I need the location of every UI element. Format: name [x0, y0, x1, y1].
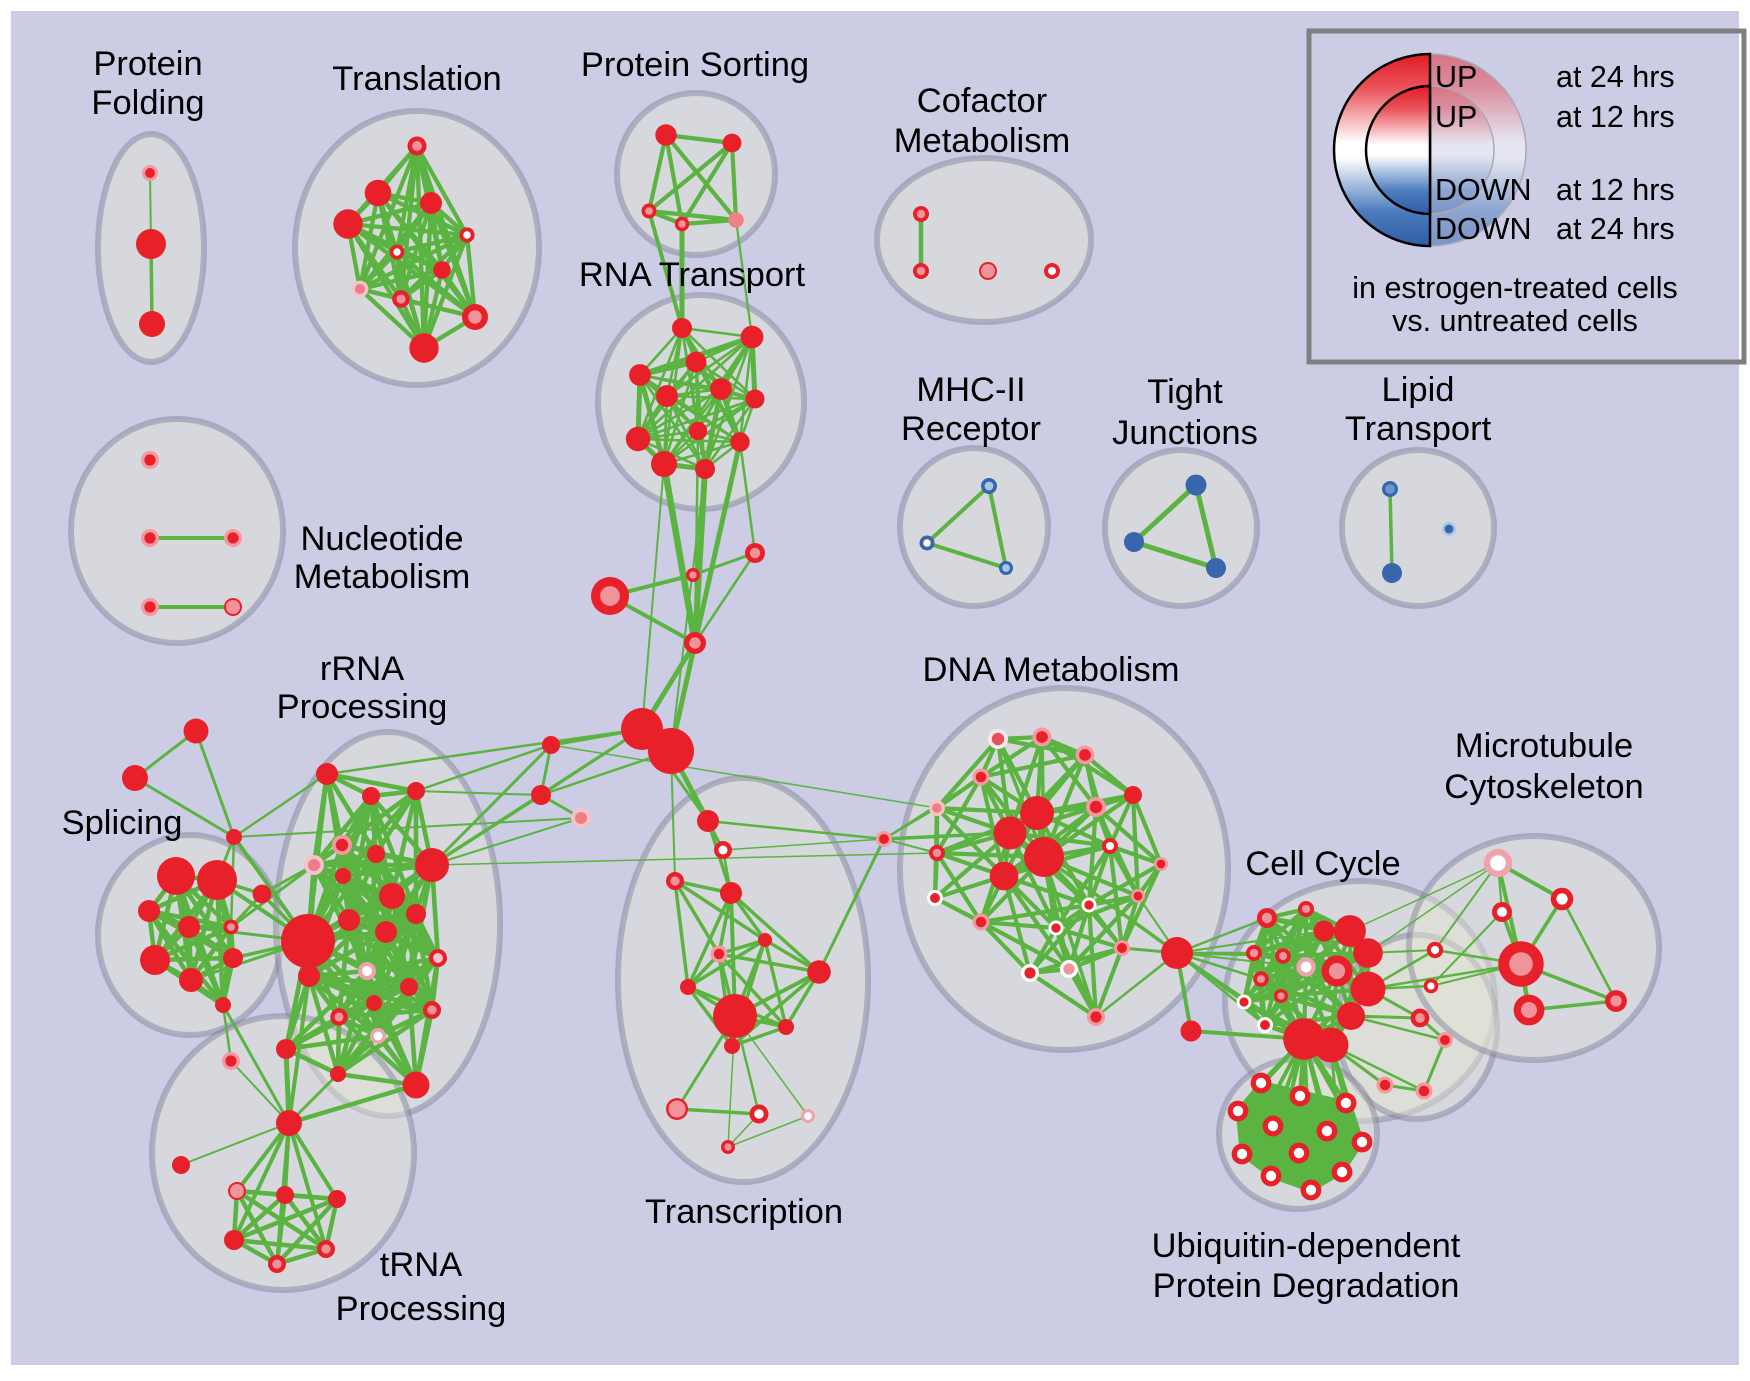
svg-text:Processing: Processing — [277, 688, 448, 726]
svg-text:at 12 hrs: at 12 hrs — [1556, 173, 1675, 207]
svg-text:Translation: Translation — [332, 60, 501, 98]
svg-text:Splicing: Splicing — [62, 804, 183, 842]
svg-text:Receptor: Receptor — [901, 410, 1041, 448]
svg-text:Ubiquitin-dependent: Ubiquitin-dependent — [1152, 1227, 1461, 1265]
svg-text:Protein Sorting: Protein Sorting — [581, 46, 809, 84]
svg-text:DNA Metabolism: DNA Metabolism — [923, 651, 1180, 689]
svg-text:vs. untreated cells: vs. untreated cells — [1392, 304, 1638, 338]
svg-text:Protein: Protein — [93, 45, 202, 83]
svg-text:Processing: Processing — [336, 1290, 507, 1328]
svg-text:rRNA: rRNA — [320, 650, 404, 688]
svg-text:Metabolism: Metabolism — [294, 558, 470, 596]
svg-text:Folding: Folding — [91, 84, 204, 122]
svg-text:UP: UP — [1435, 60, 1477, 94]
svg-text:DOWN: DOWN — [1435, 212, 1532, 246]
svg-text:Cell Cycle: Cell Cycle — [1245, 845, 1400, 883]
svg-text:Cytoskeleton: Cytoskeleton — [1444, 768, 1643, 806]
svg-text:Microtubule: Microtubule — [1455, 727, 1633, 765]
svg-text:UP: UP — [1435, 100, 1477, 134]
svg-text:Metabolism: Metabolism — [894, 122, 1070, 160]
svg-text:Nucleotide: Nucleotide — [300, 520, 463, 558]
svg-text:Cofactor: Cofactor — [917, 82, 1047, 120]
svg-text:RNA Transport: RNA Transport — [579, 256, 806, 294]
svg-text:Transport: Transport — [1345, 410, 1492, 448]
svg-text:Tight: Tight — [1147, 373, 1223, 411]
svg-text:Protein Degradation: Protein Degradation — [1153, 1267, 1460, 1305]
svg-text:MHC-II: MHC-II — [916, 371, 1025, 409]
svg-text:tRNA: tRNA — [380, 1246, 462, 1284]
svg-text:at 24 hrs: at 24 hrs — [1556, 212, 1675, 246]
svg-text:at 12 hrs: at 12 hrs — [1556, 100, 1675, 134]
svg-text:at 24 hrs: at 24 hrs — [1556, 60, 1675, 94]
svg-text:DOWN: DOWN — [1435, 173, 1532, 207]
svg-text:in estrogen-treated cells: in estrogen-treated cells — [1352, 271, 1678, 305]
svg-text:Lipid: Lipid — [1382, 371, 1455, 409]
svg-text:Junctions: Junctions — [1112, 414, 1258, 452]
svg-text:Transcription: Transcription — [645, 1193, 843, 1231]
